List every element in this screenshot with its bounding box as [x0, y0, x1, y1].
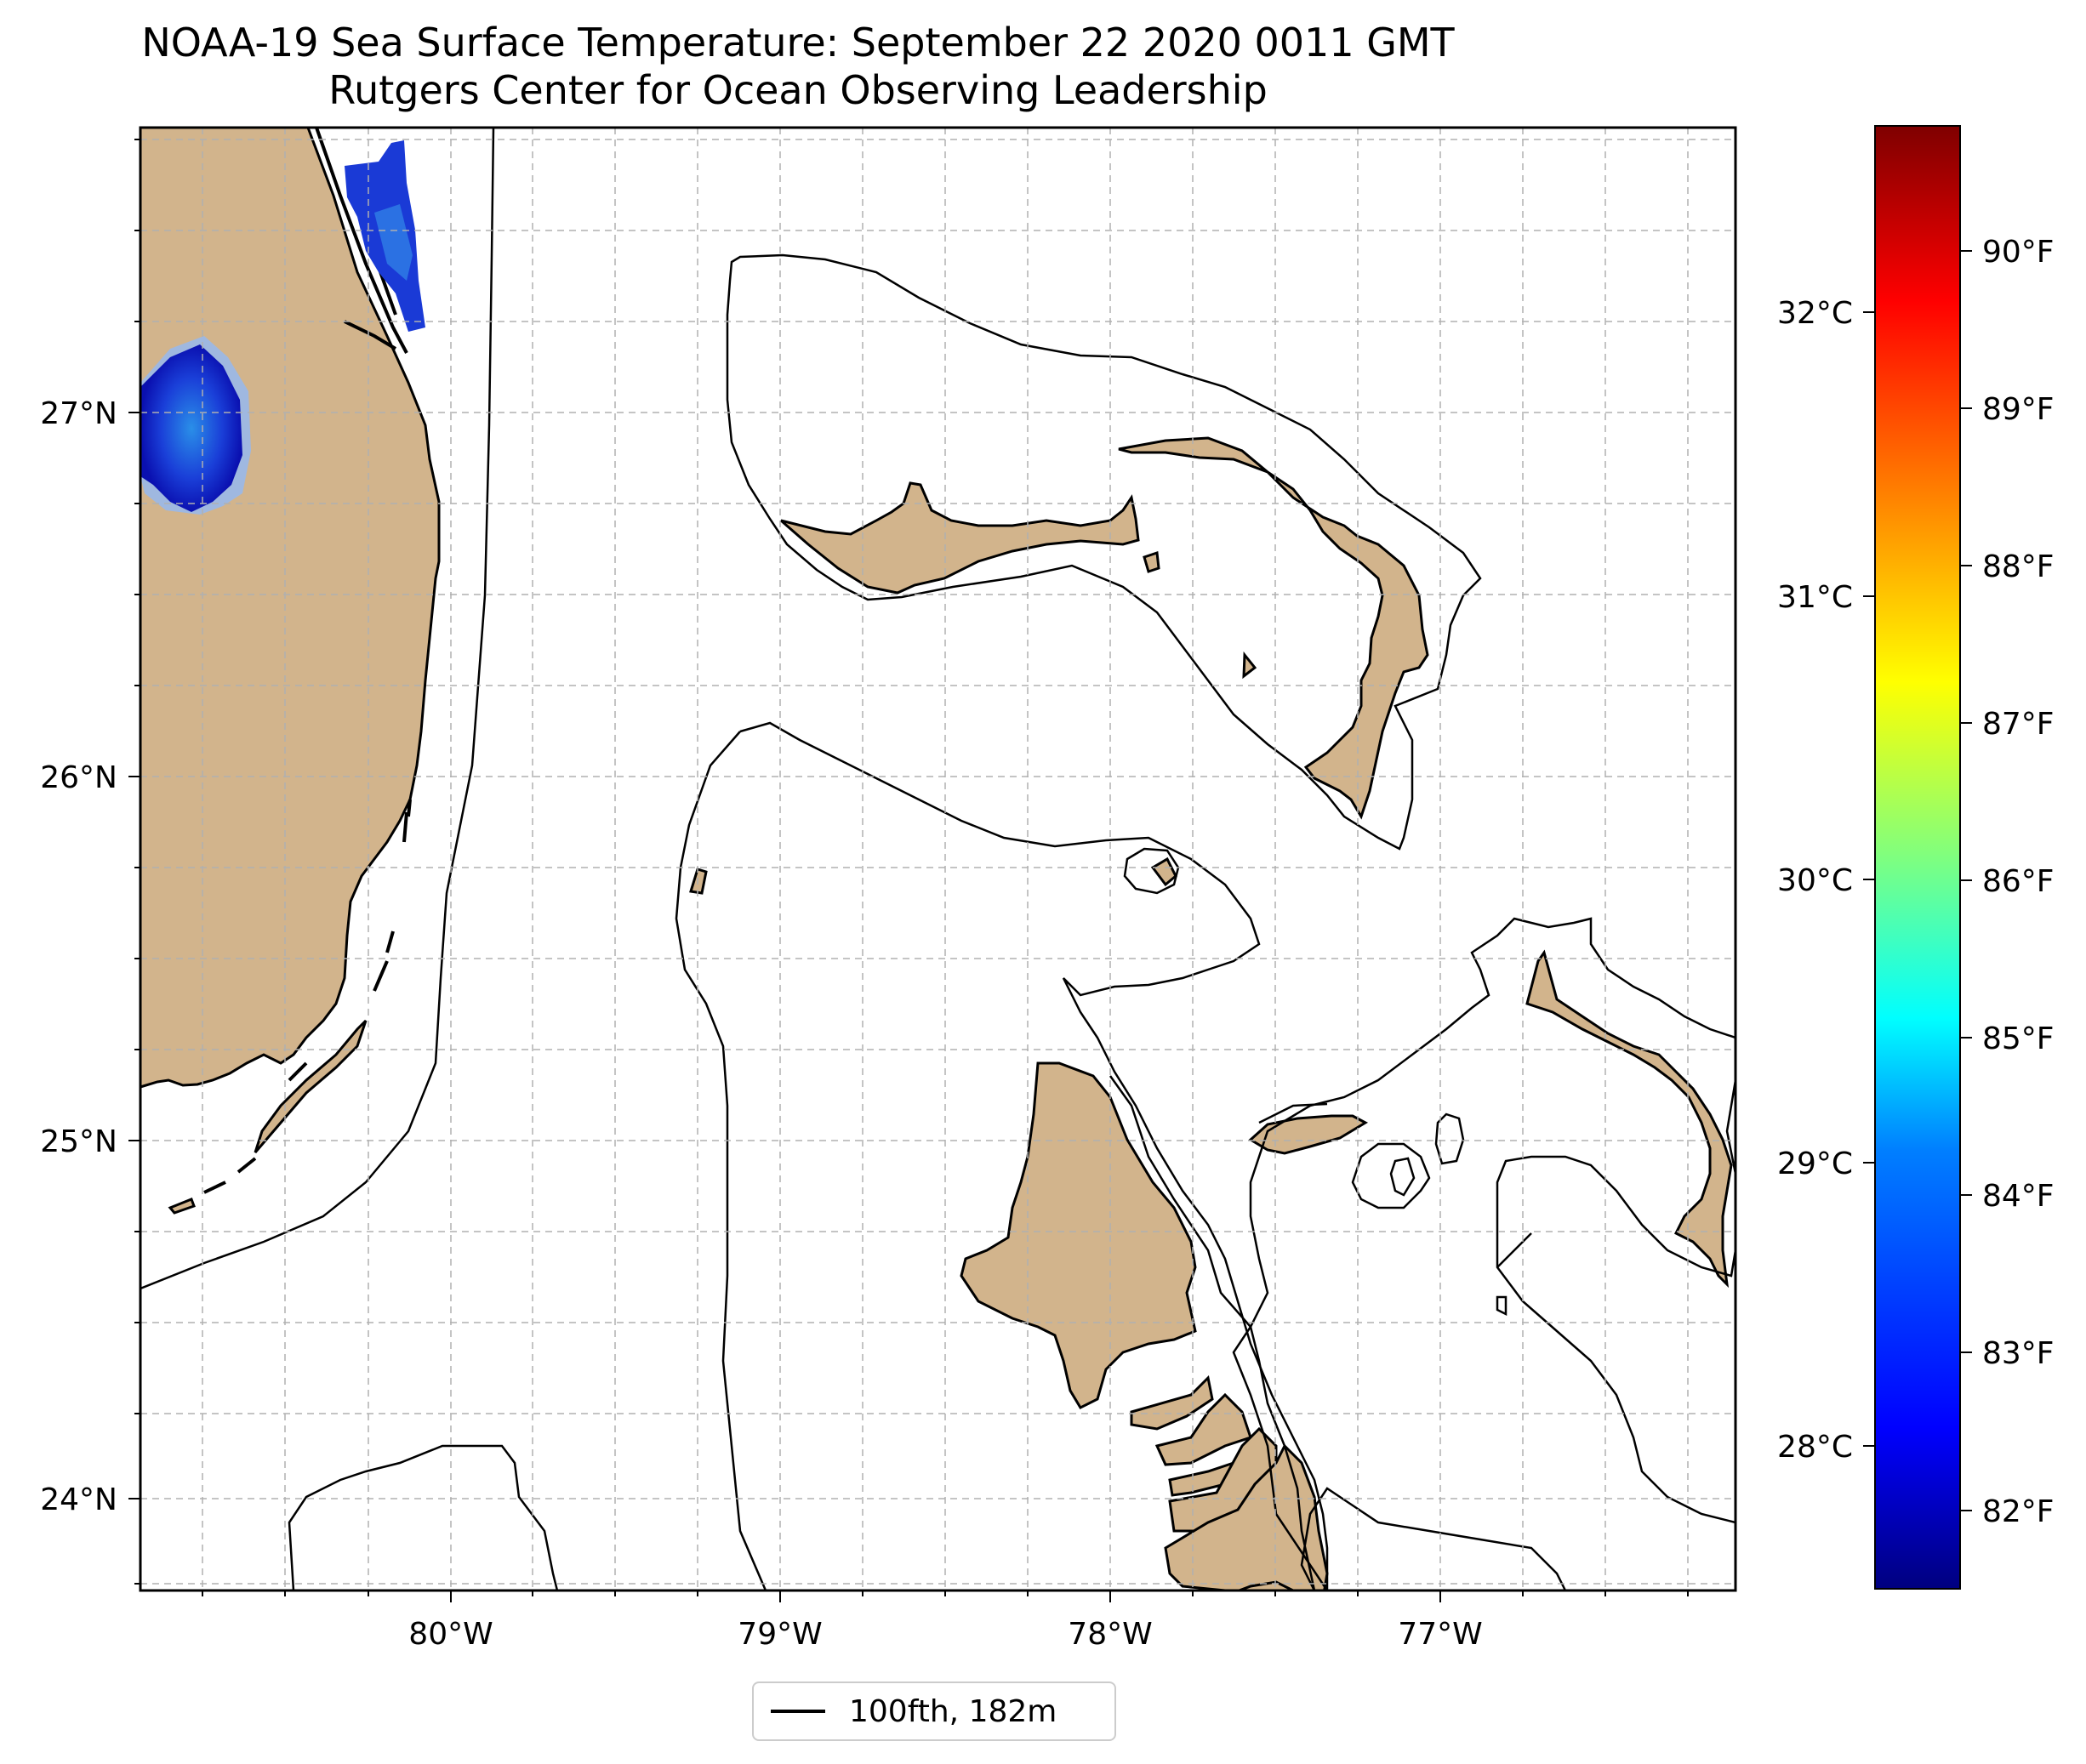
- axis-ticks: [128, 139, 1689, 1602]
- lon-label: 77°W: [1398, 1617, 1482, 1652]
- land-eleuthera: [1525, 949, 1733, 1289]
- land-islet: [1143, 550, 1160, 573]
- lat-label: 24°N: [40, 1482, 117, 1517]
- colorbar-f-label: 87°F: [1982, 707, 2055, 742]
- land-andros-south: [1235, 1580, 1297, 1590]
- land-abaco: [1118, 436, 1429, 820]
- lat-label: 27°N: [40, 396, 117, 431]
- lat-label: 26°N: [40, 760, 117, 795]
- colorbar-f-label: 85°F: [1982, 1021, 2055, 1056]
- legend: 100fth, 182m: [752, 1681, 1116, 1741]
- colorbar-f-label: 88°F: [1982, 549, 2055, 584]
- legend-label: 100fth, 182m: [849, 1693, 1057, 1729]
- colorbar-f-label: 90°F: [1982, 235, 2055, 270]
- colorbar-f-label: 89°F: [1982, 392, 2055, 427]
- sst-patch-inland: [140, 344, 242, 512]
- colorbar-f-label: 82°F: [1982, 1494, 2055, 1529]
- chart-subtitle: Rutgers Center for Ocean Observing Leade…: [328, 67, 1268, 113]
- lon-label: 78°W: [1068, 1617, 1152, 1652]
- land-andros: [960, 1061, 1197, 1409]
- chart-title: NOAA-19 Sea Surface Temperature: Septemb…: [141, 20, 1455, 65]
- colorbar-f-label: 84°F: [1982, 1179, 2055, 1214]
- gridlines: [140, 128, 1735, 1590]
- lon-label: 80°W: [408, 1617, 493, 1652]
- colorbar-c-label: 28°C: [1777, 1430, 1853, 1465]
- lon-label: 79°W: [738, 1617, 822, 1652]
- colorbar-f-label: 83°F: [1982, 1336, 2055, 1371]
- colorbar-f-label: 86°F: [1982, 864, 2055, 899]
- sst-patch-offshore-light: [374, 204, 413, 281]
- ocean: [140, 128, 1735, 1590]
- land-keys: [168, 1198, 196, 1215]
- colorbar-c-label: 32°C: [1777, 296, 1853, 331]
- colorbar-c-label: 31°C: [1777, 580, 1853, 615]
- colorbar-gradient: [1874, 125, 1961, 1590]
- colorbar-c-label: 30°C: [1777, 863, 1853, 898]
- land-andros-south: [1154, 1392, 1252, 1466]
- colorbar-c-label: 29°C: [1777, 1147, 1853, 1181]
- map-frame: [139, 126, 1737, 1592]
- land-islet: [1242, 651, 1257, 680]
- colorbar: 90°F 89°F 88°F 87°F 86°F 85°F 84°F 83°F …: [1777, 125, 2055, 1590]
- lat-label: 25°N: [40, 1124, 117, 1159]
- land-keys: [254, 1019, 368, 1153]
- land-andros-south: [1130, 1374, 1214, 1431]
- map-area: [140, 128, 1735, 1590]
- land-andros-south: [1164, 1443, 1329, 1590]
- land-keys: [203, 799, 412, 1194]
- legend-line-swatch: [771, 1710, 825, 1713]
- depth-contours: [140, 128, 1735, 1590]
